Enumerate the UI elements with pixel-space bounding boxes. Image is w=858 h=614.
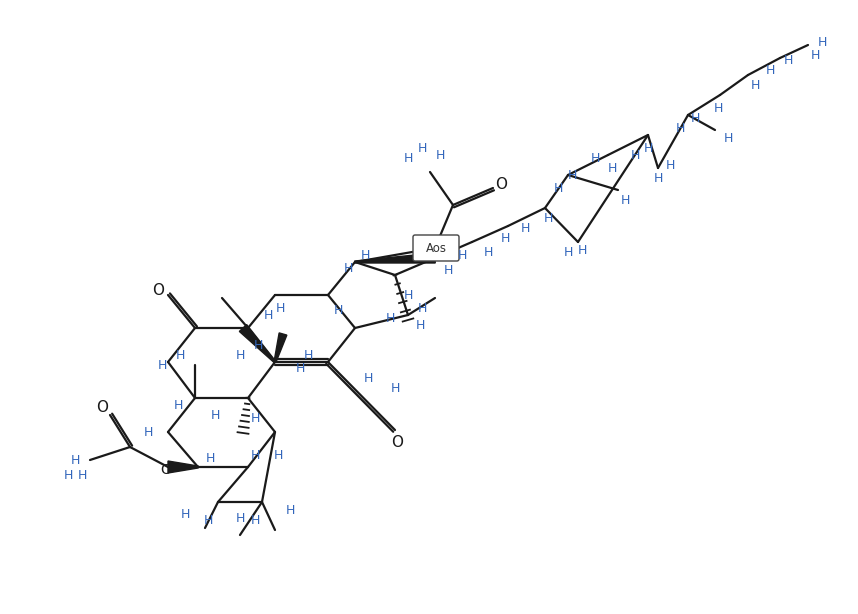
Text: H: H [275,301,285,314]
Text: H: H [77,468,87,481]
Text: H: H [417,301,426,314]
Text: H: H [818,36,827,49]
FancyBboxPatch shape [413,235,459,261]
Text: H: H [333,303,342,316]
Text: H: H [553,182,563,195]
Text: H: H [143,426,153,438]
Text: H: H [631,149,640,161]
Text: H: H [251,411,260,424]
Text: H: H [63,468,73,481]
Text: H: H [403,289,413,301]
Text: H: H [567,168,577,182]
Text: H: H [385,311,395,325]
Text: Aos: Aos [426,241,446,254]
Text: H: H [415,319,425,332]
Text: H: H [180,508,190,521]
Text: H: H [286,503,294,516]
Text: H: H [343,262,353,274]
Text: O: O [96,400,108,414]
Text: O: O [152,282,164,298]
Polygon shape [274,333,287,362]
Polygon shape [239,325,275,363]
Text: H: H [235,511,245,524]
Text: H: H [783,53,793,66]
Text: H: H [564,246,572,258]
Text: H: H [750,79,759,91]
Text: H: H [203,513,213,526]
Text: H: H [520,222,529,235]
Text: H: H [543,211,553,225]
Text: H: H [810,49,819,61]
Polygon shape [355,253,435,263]
Text: H: H [500,231,510,244]
Text: H: H [173,398,183,411]
Text: O: O [391,435,403,449]
Text: H: H [363,371,372,384]
Text: H: H [675,122,685,134]
Text: H: H [713,101,722,114]
Text: O: O [160,463,172,477]
Text: H: H [295,362,305,375]
Text: H: H [235,349,245,362]
Text: H: H [251,448,260,462]
Text: H: H [263,308,273,322]
Text: H: H [304,349,312,362]
Text: O: O [495,176,507,192]
Text: H: H [70,454,80,467]
Text: H: H [765,63,775,77]
Text: H: H [665,158,674,171]
Text: H: H [723,131,733,144]
Text: H: H [417,141,426,155]
Text: H: H [577,244,587,257]
Text: H: H [653,171,662,184]
Text: H: H [360,249,370,262]
Text: H: H [590,152,600,165]
Text: H: H [620,193,630,206]
Text: H: H [483,246,492,258]
Text: H: H [457,249,467,262]
Text: H: H [157,359,166,371]
Text: H: H [205,451,214,465]
Text: H: H [435,149,444,161]
Text: H: H [444,263,453,276]
Text: H: H [253,338,263,351]
Text: H: H [644,141,653,155]
Text: H: H [607,161,617,174]
Text: H: H [251,513,260,526]
Text: H: H [175,349,184,362]
Text: H: H [390,381,400,395]
Text: H: H [274,448,282,462]
Text: H: H [210,408,220,421]
Polygon shape [168,461,198,473]
Text: H: H [403,152,413,165]
Text: H: H [691,112,699,125]
